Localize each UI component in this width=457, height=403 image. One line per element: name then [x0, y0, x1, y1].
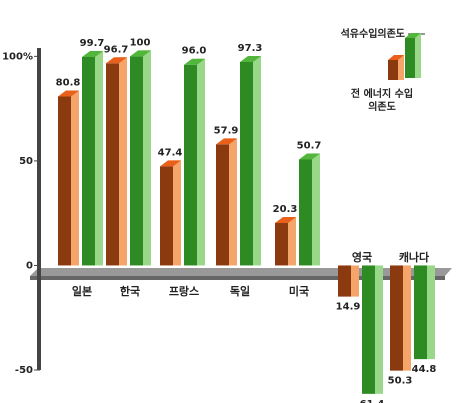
- bar-top: [299, 153, 320, 160]
- bar-side: [197, 58, 205, 266]
- bar: [299, 159, 312, 266]
- value-label: 100: [130, 37, 151, 48]
- bar-top: [58, 90, 79, 97]
- y-tick-label: 50: [19, 156, 33, 167]
- bar-side: [312, 153, 320, 266]
- bar: [58, 96, 71, 266]
- bar-top: [160, 160, 181, 167]
- bar: [184, 64, 197, 266]
- bar-side: [403, 265, 411, 371]
- value-label: 47.4: [158, 147, 183, 158]
- x-tick-label: 미국: [289, 284, 309, 298]
- x-tick-label: 프랑스: [169, 285, 199, 298]
- legend-swatch-side: [415, 33, 421, 78]
- x-tick-label: 캐나다: [399, 250, 430, 264]
- value-label: 44.8: [412, 364, 437, 375]
- legend-swatch-top: [405, 33, 421, 38]
- value-label: 50.7: [297, 140, 322, 151]
- bar: [130, 56, 143, 266]
- legend-swatch: [405, 38, 415, 78]
- bar: [275, 223, 288, 266]
- value-label: 99.7: [80, 38, 105, 49]
- bar-top: [82, 50, 103, 57]
- bar: [160, 166, 173, 266]
- legend-swatch-side: [398, 55, 404, 80]
- bar: [362, 265, 375, 394]
- bar: [106, 63, 119, 266]
- bar-side: [143, 50, 151, 266]
- bar-side: [229, 138, 237, 266]
- bar-top: [240, 56, 261, 63]
- bar-side: [351, 265, 359, 297]
- value-label: 14.9: [336, 302, 361, 313]
- bar: [414, 265, 427, 360]
- bar-side: [427, 265, 435, 360]
- y-tick-label: 0: [26, 260, 33, 271]
- value-label: 50.3: [388, 376, 413, 387]
- value-label: 96.0: [182, 46, 207, 57]
- bar-side: [375, 265, 383, 394]
- value-label: 97.3: [238, 43, 263, 54]
- bar-top: [184, 58, 205, 65]
- bar-side: [71, 90, 79, 266]
- floor: [30, 268, 452, 276]
- bar-top: [216, 138, 237, 145]
- bar-side: [253, 56, 261, 266]
- bar: [216, 144, 229, 266]
- x-tick-label: 독일: [230, 284, 250, 298]
- floor-edge: [30, 276, 445, 280]
- legend-swatch: [388, 60, 398, 80]
- bar: [338, 265, 351, 297]
- value-label: 96.7: [104, 44, 129, 55]
- bar-side: [173, 160, 181, 266]
- bar: [390, 265, 403, 371]
- x-tick-label: 한국: [120, 284, 140, 298]
- bar-top: [106, 57, 127, 64]
- bar-top: [275, 217, 296, 224]
- y-axis: [37, 48, 41, 370]
- bar: [82, 56, 95, 266]
- y-tick-label: 100%: [2, 51, 33, 62]
- legend-label: 석유수입의존도: [341, 27, 405, 40]
- bar-side: [288, 217, 296, 266]
- legend-swatch-top: [388, 55, 404, 60]
- value-label: 57.9: [214, 125, 239, 136]
- value-label: 61.4: [360, 399, 385, 403]
- bar-side: [119, 57, 127, 266]
- bar-top: [130, 50, 151, 57]
- bar: [240, 62, 253, 266]
- y-tick-label: -50: [15, 365, 33, 376]
- value-label: 80.8: [56, 78, 81, 89]
- x-tick-label: 영국: [352, 251, 372, 264]
- legend-label: 전 에너지 수입의존도: [350, 89, 414, 113]
- value-label: 20.3: [273, 204, 298, 215]
- bar-side: [95, 50, 103, 266]
- x-tick-label: 일본: [72, 284, 92, 298]
